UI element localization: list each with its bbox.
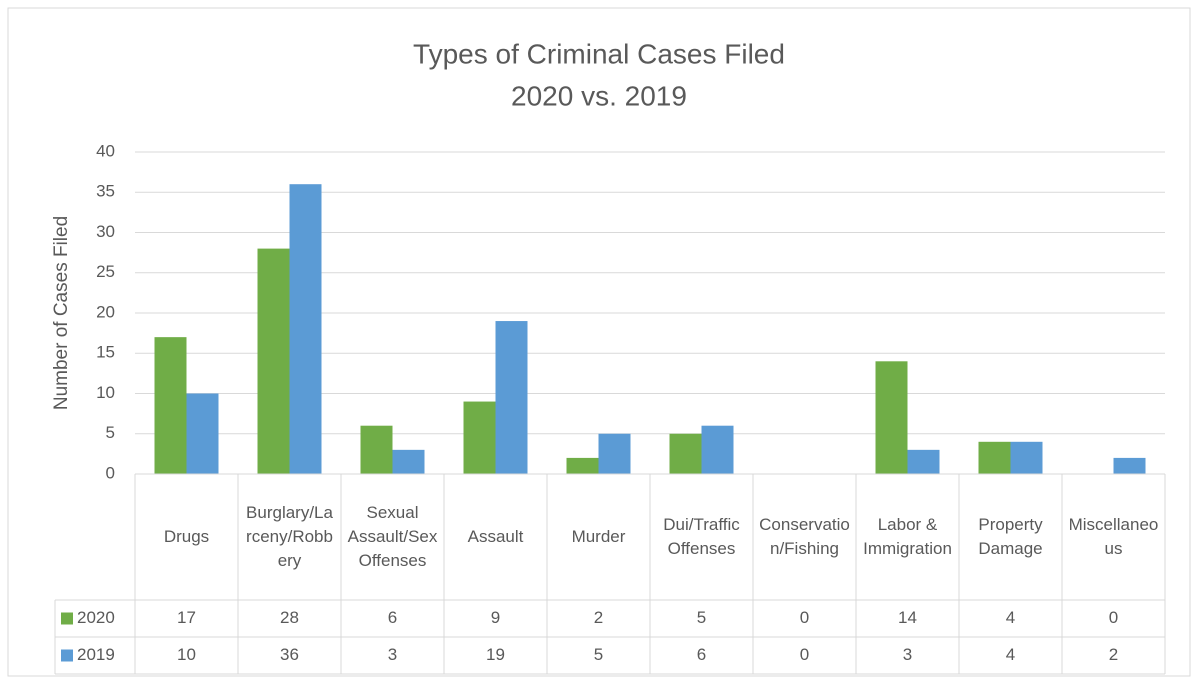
bar: [392, 449, 425, 474]
bar: [154, 337, 187, 474]
y-tick-label: 40: [96, 141, 115, 160]
x-tick-label: Sexual Assault/Sex Offenses: [347, 503, 438, 570]
legend-label: 2020: [77, 608, 115, 627]
table-value: 14: [898, 608, 917, 627]
table-value: 19: [486, 645, 505, 664]
bar: [669, 433, 702, 474]
bar: [1010, 441, 1043, 474]
table-value: 10: [177, 645, 196, 664]
table-value: 2: [1109, 645, 1118, 664]
x-tick-label: Drugs: [163, 527, 210, 546]
table-value: 2: [594, 608, 603, 627]
chart-subtitle: 2020 vs. 2019: [511, 80, 687, 111]
table-value: 3: [903, 645, 912, 664]
table-value: 5: [697, 608, 706, 627]
bar: [495, 321, 528, 474]
bar: [875, 361, 908, 474]
table-value: 28: [280, 608, 299, 627]
chart-border: [7, 7, 1191, 677]
table-value: 9: [491, 608, 500, 627]
y-tick-label: 20: [96, 302, 115, 321]
bar: [907, 449, 940, 474]
bar: [257, 248, 290, 474]
x-tick-label: Dui/Traffic Offenses: [663, 515, 740, 558]
bar: [463, 401, 496, 474]
bar: [186, 393, 219, 474]
table-value: 17: [177, 608, 196, 627]
legend-swatch: [61, 649, 73, 662]
table-value: 0: [800, 608, 809, 627]
x-tick-label: Miscellaneous: [1068, 515, 1159, 558]
table-value: 5: [594, 645, 603, 664]
y-tick-label: 10: [96, 383, 115, 402]
bar: [978, 441, 1011, 474]
table-value: 6: [697, 645, 706, 664]
bar: [360, 425, 393, 474]
table-value: 4: [1006, 645, 1015, 664]
table-value: 3: [388, 645, 397, 664]
bar: [701, 425, 734, 474]
y-tick-label: 15: [96, 343, 115, 362]
x-tick-label: Conservation/Fishing: [759, 515, 850, 558]
y-tick-label: 0: [106, 463, 115, 482]
bar: [289, 184, 322, 474]
bar: [1113, 457, 1146, 474]
bar: [566, 457, 599, 474]
y-tick-label: 5: [106, 423, 115, 442]
bar: [598, 433, 631, 474]
table-value: 0: [800, 645, 809, 664]
x-tick-label: Property Damage: [978, 515, 1043, 558]
x-tick-label: Assault: [467, 527, 524, 546]
legend-label: 2019: [77, 645, 115, 664]
y-tick-label: 30: [96, 222, 115, 241]
y-axis-label: Number of Cases Filed: [51, 216, 72, 410]
x-tick-label: Murder: [571, 527, 626, 546]
y-tick-label: 25: [96, 262, 115, 281]
legend-swatch: [61, 612, 73, 625]
table-value: 6: [388, 608, 397, 627]
table-value: 4: [1006, 608, 1015, 627]
chart-title: Types of Criminal Cases Filed: [413, 38, 785, 69]
table-value: 36: [280, 645, 299, 664]
table-value: 0: [1109, 608, 1118, 627]
x-tick-label: Burglary/Larceny/Robbery: [246, 503, 333, 570]
y-tick-label: 35: [96, 182, 115, 201]
x-tick-label: Labor & Immigration: [863, 515, 952, 558]
